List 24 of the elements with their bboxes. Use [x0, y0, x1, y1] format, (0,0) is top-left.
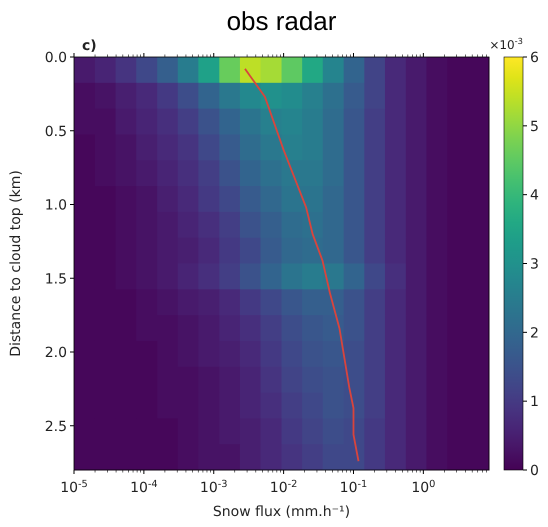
- x-axis-title: Snow flux (mm.h⁻¹): [212, 504, 350, 520]
- text: c): [82, 38, 97, 54]
- color-bar-label: 4: [530, 188, 539, 204]
- y-tick-label: 0.0: [44, 50, 67, 66]
- y-axis-title: Distance to cloud top (km): [8, 170, 24, 357]
- x-tick-label: 10$^{-2}$: [270, 478, 298, 496]
- y-tick-label: 1.5: [44, 271, 67, 288]
- x-tick-label: 10$^{-4}$: [130, 478, 158, 496]
- y-tick-label: 2.5: [44, 418, 67, 435]
- x-tick-label: 10$^{-1}$: [340, 478, 368, 496]
- color-bar-label: 6: [530, 50, 539, 66]
- color-bar-label: 0: [530, 463, 539, 479]
- y-tick-label: 2.0: [44, 345, 67, 361]
- color-bar-label: 3: [530, 256, 539, 272]
- text: ×10$^{-3}$: [489, 36, 523, 52]
- x-tick-label: 10$^{0}$: [411, 478, 436, 496]
- x-tick-label: 10$^{-3}$: [200, 478, 228, 496]
- y-tick-label: 0.5: [44, 124, 67, 140]
- color-bar-label: 1: [530, 394, 539, 410]
- y-tick-label: 1.0: [44, 198, 67, 214]
- x-tick-label: 10$^{-5}$: [60, 478, 88, 496]
- chart-title: obs radar: [226, 6, 337, 36]
- color-bar-label: 2: [530, 325, 539, 342]
- color-bar-label: 5: [530, 118, 539, 135]
